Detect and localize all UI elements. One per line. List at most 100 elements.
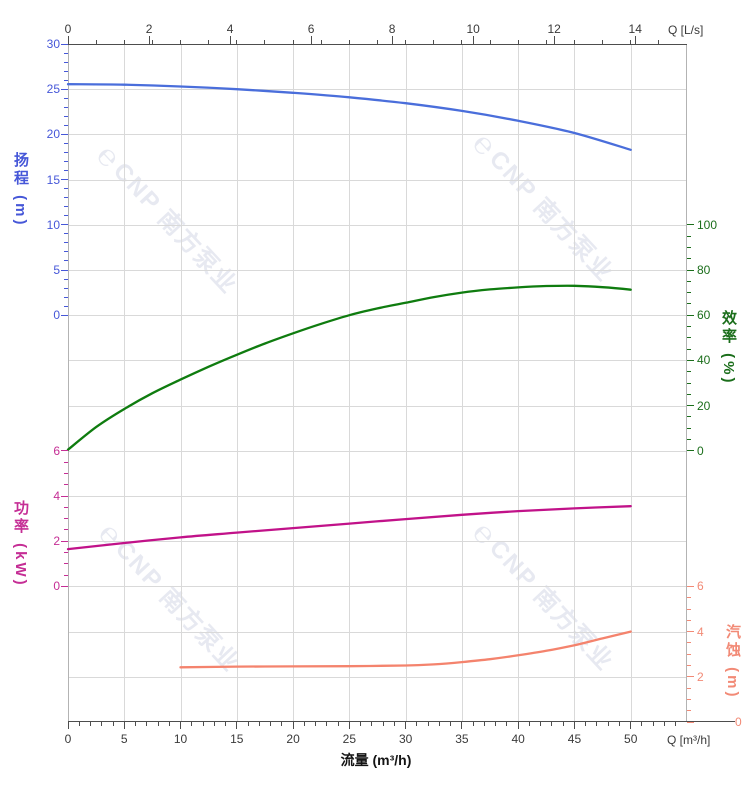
bottom-axis-minor-tick	[483, 722, 485, 726]
bottom-axis-tick-label: 0	[64, 732, 72, 746]
top-axis-tick-label: 14	[628, 22, 642, 36]
top-axis-minor-tick	[95, 40, 97, 44]
eff-axis-minor-tick	[687, 235, 691, 237]
top-axis-minor-tick	[517, 40, 519, 44]
eff-axis-major-tick	[687, 405, 694, 407]
npsh-axis-minor-tick	[687, 665, 691, 666]
bottom-axis-minor-tick	[247, 722, 249, 726]
head-axis-major-tick	[61, 224, 68, 226]
npsh-curve	[179, 630, 632, 669]
plot-area	[66, 44, 687, 722]
power-axis-minor-tick	[64, 506, 68, 508]
bottom-axis-major-tick	[517, 722, 519, 729]
bottom-axis-minor-tick	[303, 722, 305, 726]
top-axis-minor-tick	[180, 40, 182, 44]
bottom-axis-minor-tick	[427, 722, 429, 726]
head-axis-minor-tick	[64, 61, 68, 63]
top-axis-tick-label: 2	[145, 22, 153, 36]
head-axis-tick-label: 20	[46, 127, 60, 142]
head-axis-minor-tick	[64, 260, 68, 262]
top-axis-tick-label: 8	[388, 22, 396, 36]
head-axis-tick-label: 5	[53, 263, 60, 277]
power-axis-major-tick	[61, 540, 68, 542]
power-axis-minor-tick	[64, 529, 68, 531]
npsh-axis-tick-label: 6	[697, 579, 704, 594]
bottom-axis-minor-tick	[337, 722, 339, 726]
top-axis-minor-tick	[405, 40, 407, 44]
bottom-axis-tick-label: 5	[120, 732, 128, 746]
top-axis-major-tick	[148, 36, 150, 44]
bottom-axis-tick-label: 50	[624, 732, 638, 746]
head-axis-tick-label: 0	[53, 308, 60, 323]
bottom-axis-minor-tick	[675, 722, 677, 726]
head-axis-major-tick	[61, 43, 68, 45]
head-axis-major-tick	[61, 179, 68, 181]
bottom-axis-tick-label: 40	[511, 732, 525, 746]
head-axis-minor-tick	[64, 233, 68, 235]
head-axis-minor-tick	[64, 161, 68, 163]
bottom-axis-minor-tick	[371, 722, 373, 726]
bottom-axis-minor-tick	[438, 722, 440, 726]
power-axis-minor-tick	[64, 552, 68, 553]
eff-axis-minor-tick	[687, 439, 691, 440]
npsh-axis-major-tick	[687, 676, 694, 678]
bottom-axis-minor-tick	[495, 722, 497, 726]
power-axis-minor-tick	[64, 574, 68, 576]
top-axis-tick-label: 4	[226, 22, 234, 36]
top-axis-major-tick	[634, 36, 636, 44]
top-axis-tick-label: 6	[307, 22, 315, 36]
bottom-axis-tick-label: 10	[173, 732, 188, 746]
head-axis-minor-tick	[64, 296, 68, 298]
bottom-axis-tick-label: 15	[230, 732, 244, 746]
head-axis-major-tick	[61, 314, 68, 316]
npsh-axis-major-tick	[687, 585, 694, 587]
bottom-axis-minor-tick	[112, 722, 114, 726]
bottom-axis-major-tick	[461, 722, 463, 729]
top-axis-major-tick	[472, 36, 474, 44]
head-axis-minor-tick	[64, 52, 68, 54]
eff-axis-minor-tick	[687, 326, 691, 327]
power-axis-tick-label: 4	[53, 489, 60, 503]
power-axis-minor-tick	[64, 518, 68, 520]
power-axis-major-tick	[61, 450, 68, 452]
bottom-axis-major-tick	[573, 722, 575, 729]
power-axis-minor-tick	[64, 472, 68, 474]
bottom-axis-minor-tick	[360, 722, 362, 726]
eff-axis-minor-tick	[687, 337, 691, 339]
npsh-axis-major-tick	[687, 631, 694, 633]
head-axis-tick-label: 30	[46, 37, 60, 51]
head-axis-minor-tick	[64, 278, 68, 280]
eff-axis-minor-tick	[687, 382, 691, 384]
eff-axis-minor-tick	[687, 246, 691, 248]
bottom-axis-minor-tick	[146, 722, 148, 726]
top-axis-minor-tick	[208, 40, 210, 44]
head-axis-minor-tick	[64, 97, 68, 99]
top-axis-minor-tick	[377, 40, 378, 44]
head-axis-minor-tick	[64, 124, 68, 126]
bottom-axis-minor-tick	[157, 722, 159, 726]
bottom-axis-minor-tick	[607, 722, 609, 726]
bottom-axis-minor-tick	[315, 722, 317, 726]
eff-axis-minor-tick	[687, 303, 691, 305]
head-axis-minor-tick	[64, 197, 68, 199]
bottom-axis-tick-label: 25	[342, 732, 357, 746]
npsh-axis-minor-tick	[687, 710, 691, 712]
eff-axis-tick-label: 40	[697, 353, 711, 368]
bottom-axis-minor-tick	[191, 722, 193, 726]
top-axis-minor-tick	[320, 40, 322, 44]
eff-axis-tick-label: 80	[697, 263, 711, 277]
eff-axis-major-tick	[687, 359, 694, 361]
efficiency-axis-title: 效率 (%)	[720, 310, 737, 386]
eff-axis-minor-tick	[687, 371, 691, 373]
bottom-axis-minor-tick	[652, 722, 654, 726]
head-axis-minor-tick	[64, 170, 68, 172]
eff-axis-minor-tick	[687, 393, 691, 395]
eff-axis-major-tick	[687, 224, 694, 226]
bottom-axis-minor-tick	[663, 722, 665, 726]
bottom-axis-minor-tick	[270, 722, 272, 726]
top-axis-minor-tick	[123, 40, 125, 44]
npsh-axis-minor-tick	[687, 597, 691, 599]
top-axis-minor-tick	[236, 40, 238, 44]
head-axis-minor-tick	[64, 115, 68, 117]
eff-axis-minor-tick	[687, 348, 691, 350]
